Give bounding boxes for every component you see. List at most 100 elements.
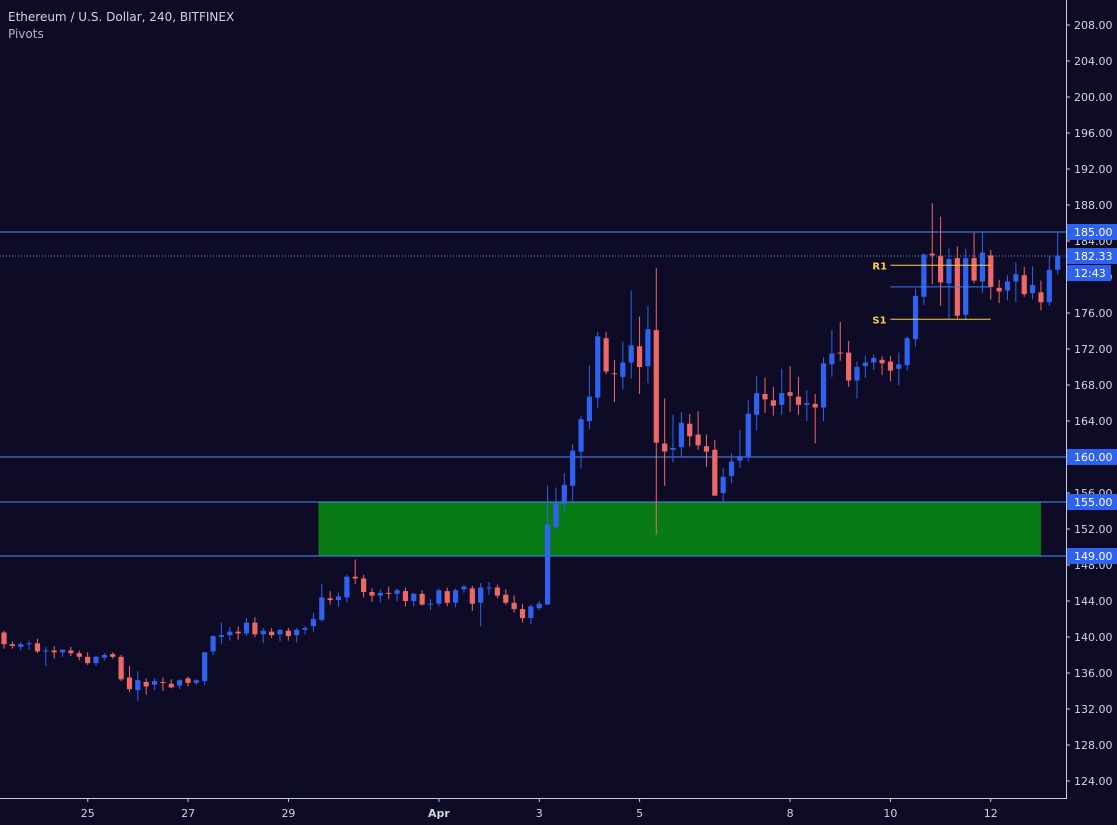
candle-body[interactable] bbox=[854, 367, 860, 381]
candle-body[interactable] bbox=[361, 578, 367, 593]
candle-body[interactable] bbox=[846, 352, 852, 381]
candle-body[interactable] bbox=[553, 502, 559, 528]
candle-body[interactable] bbox=[561, 484, 567, 504]
candle-body[interactable] bbox=[243, 622, 250, 634]
candle-body[interactable] bbox=[1038, 292, 1044, 303]
candle-body[interactable] bbox=[377, 592, 383, 596]
candle-body[interactable] bbox=[620, 362, 626, 377]
candle-body[interactable] bbox=[636, 346, 643, 367]
candle-body[interactable] bbox=[795, 396, 802, 405]
candle-body[interactable] bbox=[1, 632, 7, 645]
candle-body[interactable] bbox=[1046, 269, 1052, 303]
candle-body[interactable] bbox=[762, 394, 768, 400]
candle-body[interactable] bbox=[712, 449, 718, 496]
candle-body[interactable] bbox=[779, 393, 785, 405]
candle-body[interactable] bbox=[519, 609, 526, 619]
candle-body[interactable] bbox=[260, 630, 266, 635]
candle-body[interactable] bbox=[737, 456, 743, 461]
candle-body[interactable] bbox=[369, 592, 375, 596]
candle-body[interactable] bbox=[168, 683, 174, 688]
level-box-185[interactable] bbox=[1067, 224, 1117, 240]
candle-body[interactable] bbox=[804, 403, 810, 405]
candle-body[interactable] bbox=[979, 252, 986, 282]
candle-body[interactable] bbox=[118, 656, 124, 680]
candle-body[interactable] bbox=[988, 255, 994, 287]
candle-body[interactable] bbox=[93, 656, 99, 664]
candle-body[interactable] bbox=[126, 677, 133, 690]
candle-body[interactable] bbox=[269, 631, 275, 636]
candle-body[interactable] bbox=[319, 597, 325, 620]
candle-body[interactable] bbox=[151, 681, 158, 685]
price-axis[interactable] bbox=[1066, 0, 1117, 825]
candle-body[interactable] bbox=[1030, 285, 1036, 294]
candle-body[interactable] bbox=[59, 649, 66, 653]
candle-body[interactable] bbox=[227, 631, 233, 636]
candle-body[interactable] bbox=[695, 434, 701, 446]
time-axis[interactable] bbox=[0, 798, 1066, 825]
candle-body[interactable] bbox=[344, 576, 350, 598]
candle-body[interactable] bbox=[938, 256, 944, 283]
symbol-title[interactable]: Ethereum / U.S. Dollar, 240, BITFINEX bbox=[8, 10, 235, 24]
candle-body[interactable] bbox=[862, 362, 868, 367]
current-price-box[interactable] bbox=[1067, 248, 1117, 265]
candle-body[interactable] bbox=[1013, 274, 1019, 282]
candle-body[interactable] bbox=[419, 593, 425, 605]
candle-body[interactable] bbox=[946, 259, 952, 284]
candle-body[interactable] bbox=[662, 443, 668, 452]
candle-body[interactable] bbox=[996, 287, 1002, 292]
candle-body[interactable] bbox=[310, 619, 317, 627]
candle-body[interactable] bbox=[929, 253, 935, 256]
candle-body[interactable] bbox=[754, 393, 760, 415]
candle-body[interactable] bbox=[536, 603, 542, 609]
candle-body[interactable] bbox=[770, 400, 776, 406]
candle-body[interactable] bbox=[745, 413, 751, 457]
candle-body[interactable] bbox=[887, 361, 894, 371]
candle-body[interactable] bbox=[101, 655, 107, 658]
candle-body[interactable] bbox=[444, 591, 450, 603]
candle-body[interactable] bbox=[971, 258, 977, 281]
candle-body[interactable] bbox=[302, 628, 308, 630]
candle-body[interactable] bbox=[76, 653, 82, 657]
candle-body[interactable] bbox=[51, 650, 57, 653]
candle-body[interactable] bbox=[904, 338, 910, 366]
candle-body[interactable] bbox=[1021, 275, 1027, 295]
candle-body[interactable] bbox=[703, 446, 710, 452]
candle-body[interactable] bbox=[26, 643, 32, 645]
indicator-label[interactable]: Pivots bbox=[8, 27, 44, 41]
candle-body[interactable] bbox=[143, 682, 149, 687]
candle-body[interactable] bbox=[871, 358, 877, 363]
candle-body[interactable] bbox=[478, 587, 484, 603]
candle-body[interactable] bbox=[829, 353, 835, 365]
candle-body[interactable] bbox=[135, 680, 141, 691]
candle-body[interactable] bbox=[193, 680, 199, 683]
candle-body[interactable] bbox=[595, 336, 601, 398]
candle-body[interactable] bbox=[218, 635, 225, 637]
candle-body[interactable] bbox=[34, 643, 41, 652]
candle-body[interactable] bbox=[386, 592, 392, 594]
candle-body[interactable] bbox=[720, 476, 726, 493]
candle-body[interactable] bbox=[277, 629, 283, 635]
candle-body[interactable] bbox=[687, 423, 693, 437]
candle-body[interactable] bbox=[670, 448, 676, 450]
level-box-160[interactable] bbox=[1067, 449, 1117, 465]
candle-body[interactable] bbox=[436, 590, 442, 604]
candle-body[interactable] bbox=[452, 590, 459, 603]
candle-body[interactable] bbox=[68, 650, 74, 654]
candle-body[interactable] bbox=[235, 631, 241, 634]
candle-body[interactable] bbox=[294, 629, 300, 636]
candle-body[interactable] bbox=[402, 591, 409, 601]
candle-body[interactable] bbox=[837, 352, 843, 354]
candle-body[interactable] bbox=[185, 678, 191, 683]
candle-body[interactable] bbox=[461, 586, 467, 590]
candle-body[interactable] bbox=[912, 295, 919, 340]
candle-body[interactable] bbox=[252, 622, 258, 635]
candle-body[interactable] bbox=[728, 461, 735, 476]
candle-body[interactable] bbox=[628, 345, 634, 363]
candle-body[interactable] bbox=[820, 363, 827, 408]
candle-body[interactable] bbox=[110, 654, 116, 657]
candle-body[interactable] bbox=[427, 603, 434, 605]
candle-body[interactable] bbox=[653, 330, 659, 443]
candle-body[interactable] bbox=[586, 396, 592, 421]
support-zone[interactable] bbox=[318, 502, 1041, 556]
